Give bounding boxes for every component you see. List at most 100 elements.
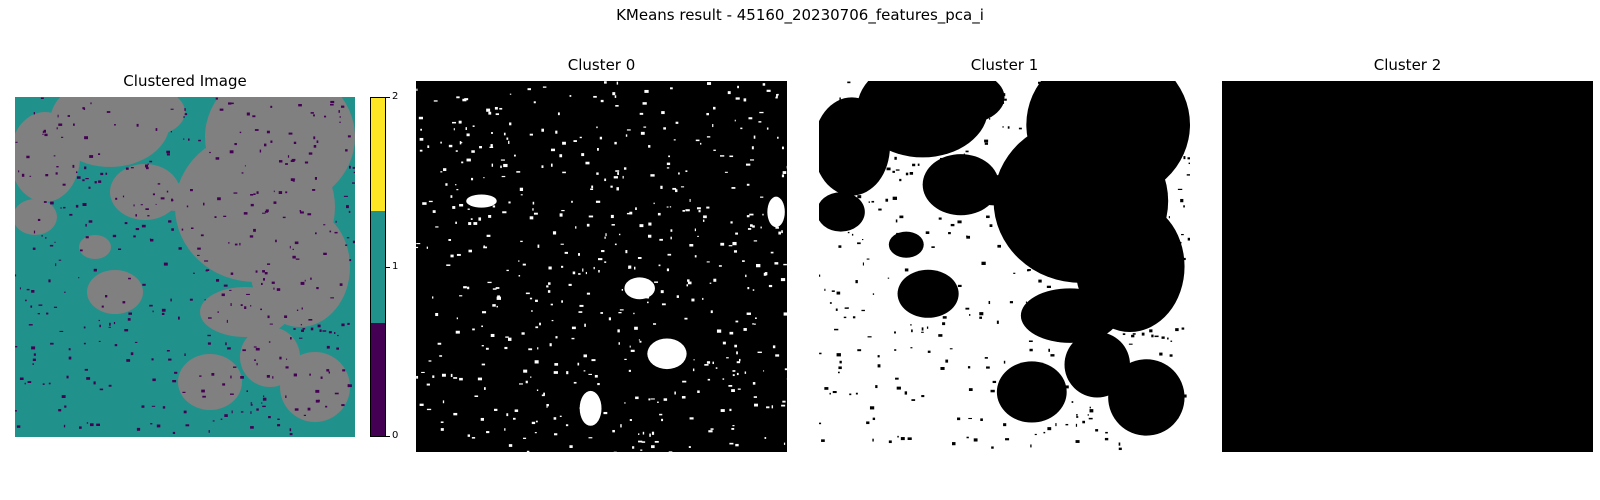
cluster-1-gap-pixel (888, 440, 892, 444)
cluster-0-pixel (736, 351, 738, 355)
cluster-1-gap-pixel (1092, 203, 1096, 207)
cluster-0-pixel (639, 224, 644, 228)
cluster-0-pixel (262, 212, 266, 214)
cluster-1-gap-pixel (851, 233, 854, 236)
cluster-0-pixel (145, 208, 149, 210)
cluster-0-pixel (416, 88, 418, 91)
cluster-1-gap-pixel (1069, 155, 1071, 157)
cluster-1-gap-pixel (925, 231, 930, 234)
cluster-0-pixel (230, 393, 234, 395)
cluster-1-gap-pixel (869, 406, 875, 410)
cluster-0-pixel (21, 173, 25, 177)
cluster-0-pixel (161, 308, 166, 312)
cluster-0-pixel (648, 222, 652, 226)
cluster-0-pixel (752, 225, 755, 228)
cluster-0-pixel (313, 136, 316, 140)
cluster-0-pixel (115, 197, 118, 200)
cluster-0-pixel (532, 201, 535, 205)
cluster-1-gap-pixel (952, 442, 956, 446)
cluster-0-pixel (264, 272, 268, 275)
cluster-0-pixel (481, 363, 486, 366)
cluster-0-pixel (255, 347, 260, 351)
cluster-0-pixel (585, 271, 587, 275)
cluster-0-pixel (564, 251, 569, 254)
cluster-0-pixel (90, 423, 94, 427)
cluster-0-pixel (233, 192, 238, 194)
cluster-0-pixel (513, 417, 516, 420)
cluster-1-gap-pixel (1065, 307, 1068, 310)
masked-region (79, 235, 111, 259)
cluster-0-pixel (455, 150, 458, 152)
cluster-0-pixel (483, 177, 485, 179)
cluster-1-gap-pixel (1157, 417, 1160, 420)
cluster-0-pixel (49, 244, 54, 247)
cluster-0-pixel (734, 344, 738, 348)
cluster-0-pixel (50, 201, 54, 205)
cluster-1-gap-pixel (896, 232, 900, 236)
cluster-0-pixel (687, 281, 692, 285)
cluster-1-gap-pixel (972, 197, 974, 199)
cluster-0-pixel (270, 105, 273, 108)
cluster-1-gap-pixel (1161, 380, 1163, 383)
cluster-0-pixel (288, 132, 293, 135)
cluster-0-pixel (96, 423, 100, 426)
cluster-0-pixel (639, 112, 644, 115)
cluster-0-pixel (166, 190, 169, 193)
cluster-0-pixel (780, 278, 786, 282)
cluster-0-pixel (583, 370, 586, 372)
cluster-0-pixel (640, 131, 645, 135)
cluster-0-pixel (561, 300, 563, 303)
cluster-1-gap-pixel (1158, 377, 1162, 381)
cluster-0-pixel (309, 373, 311, 376)
cluster-0-pixel (114, 124, 116, 126)
cluster-1-gap-pixel (1033, 382, 1037, 386)
cluster-0-pixel (526, 450, 530, 452)
cluster-1-gap-pixel (826, 164, 830, 169)
cluster-1-gap-pixel (1140, 382, 1142, 386)
cluster-0-pixel (753, 240, 758, 242)
cluster-1-gap-pixel (1121, 254, 1126, 258)
cluster-0-pixel (278, 191, 283, 194)
cluster-1-gap-pixel (1064, 118, 1066, 121)
cluster-0-pixel (42, 133, 44, 135)
cluster-1-gap-pixel (821, 439, 825, 442)
cluster-0-pixel (742, 260, 745, 262)
cluster-0-pixel (291, 158, 296, 161)
cluster-0-pixel (15, 410, 17, 412)
cluster-0-pixel (231, 102, 234, 105)
cluster-0-pixel (292, 255, 296, 259)
cluster-1-gap-pixel (1122, 170, 1125, 174)
clustered-image (15, 97, 355, 437)
cluster-0-pixel (273, 287, 275, 290)
cluster-1-gap-pixel (1037, 81, 1041, 84)
cluster-1-gap-pixel (862, 262, 864, 266)
cluster-0-pixel (88, 220, 93, 223)
cluster-0-pixel (285, 163, 288, 165)
cluster-0-pixel (76, 176, 81, 179)
cluster-1-gap-pixel (1093, 384, 1098, 388)
cluster-0-pixel (651, 431, 655, 435)
cluster-0-pixel (29, 175, 32, 177)
cluster-0-pixel (494, 408, 498, 411)
cluster-0-pixel (316, 140, 319, 143)
cluster-0-pixel (270, 140, 273, 143)
cluster-0-pixel (82, 203, 87, 206)
cluster-1-gap-pixel (1107, 149, 1111, 153)
cluster-1-gap-pixel (1163, 299, 1168, 301)
cluster-1-gap-pixel (1082, 183, 1085, 187)
cluster-1-gap-pixel (1054, 87, 1058, 89)
cluster-0-pixel (453, 128, 455, 131)
cluster-0-pixel (682, 209, 685, 212)
cluster-0-pixel (60, 207, 62, 209)
cluster-0-pixel (128, 312, 132, 315)
cluster-1-gap-pixel (872, 417, 876, 421)
cluster-0-pixel (292, 179, 295, 182)
cluster-1-gap-pixel (1082, 420, 1086, 424)
cluster-0-pixel (508, 444, 513, 447)
cluster-1-gap-pixel (855, 392, 858, 395)
cluster-1-gap-pixel (1138, 207, 1143, 211)
cluster-0-pixel (422, 202, 427, 205)
cluster-1-gap-pixel (1028, 340, 1033, 343)
cluster-1-gap-pixel (1171, 95, 1174, 99)
cluster-0-pixel (339, 283, 343, 286)
